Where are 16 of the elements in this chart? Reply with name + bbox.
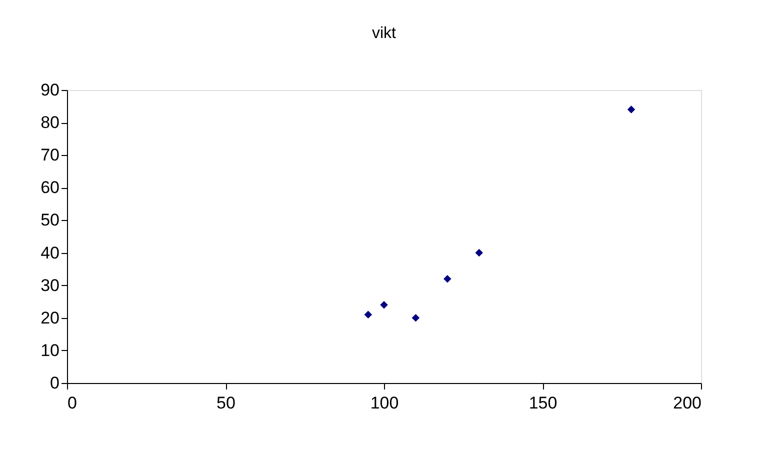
chart-title: vikt: [372, 25, 397, 42]
y-tick-label: 60: [40, 178, 60, 198]
y-tick-label: 20: [40, 308, 60, 328]
x-tick-label: 50: [216, 394, 236, 412]
y-tick-label: 50: [40, 210, 60, 230]
y-tick-label: 70: [40, 146, 60, 165]
y-tick-label: 30: [40, 276, 60, 295]
x-tick-label: 150: [528, 394, 558, 412]
y-tick-label: 80: [40, 113, 60, 132]
y-tick-label: 10: [40, 340, 60, 360]
y-tick-label: 90: [40, 80, 60, 100]
y-tick-label: 40: [40, 243, 60, 262]
y-tick-label: 0: [50, 374, 60, 392]
x-tick-label: 100: [370, 394, 399, 412]
x-tick-label: 0: [68, 394, 77, 412]
x-tick-label: 200: [673, 394, 702, 412]
